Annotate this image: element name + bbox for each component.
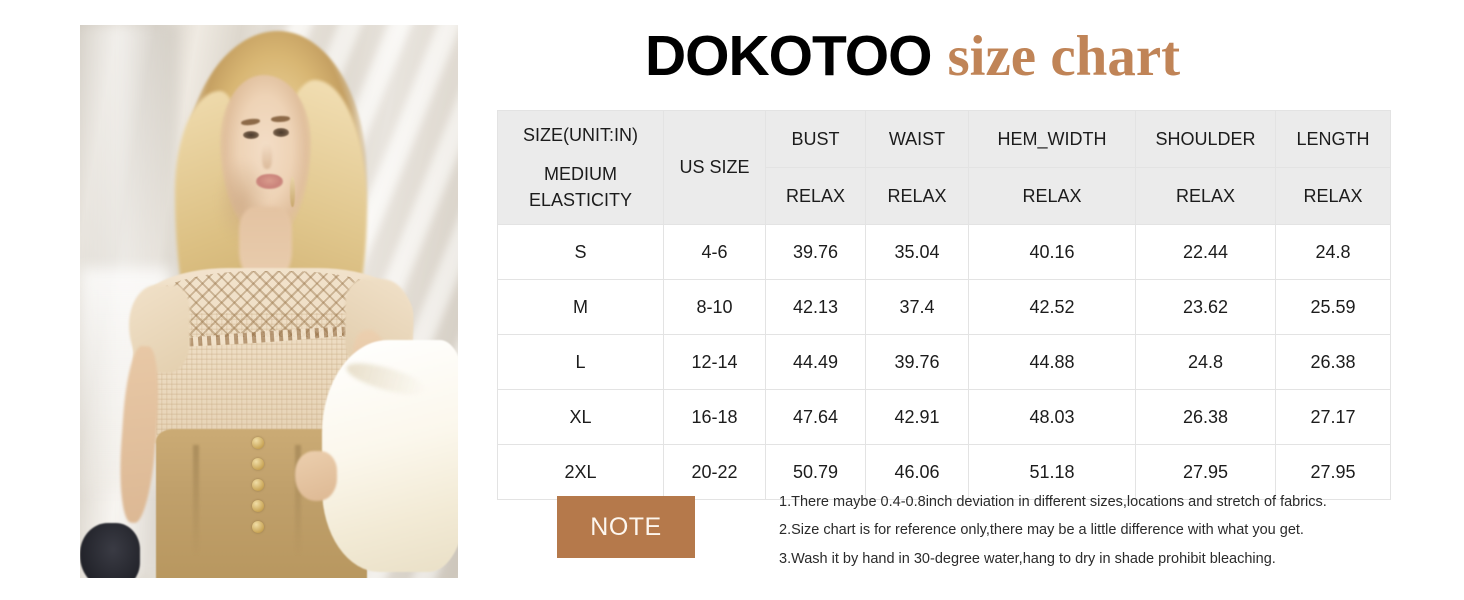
cell-waist: 35.04 <box>865 224 969 280</box>
trouser-pleat-left <box>193 445 199 556</box>
cell-waist: 39.76 <box>865 334 969 390</box>
model-eye-right <box>272 128 289 137</box>
note-line-3: 3.Wash it by hand in 30-degree water,han… <box>779 550 1276 567</box>
cell-us-size: 16-18 <box>663 389 766 445</box>
header-cell-shoulder: SHOULDER <box>1135 110 1276 168</box>
note-badge: NOTE <box>557 496 695 558</box>
table-header-row-sub: RELAX RELAX RELAX RELAX RELAX <box>498 167 1391 225</box>
subheader-cell-shoulder-relax: RELAX <box>1135 167 1276 225</box>
header-medium-label: MEDIUM <box>544 163 617 184</box>
size-chart-panel: DOKOTOO size chart SIZE(UNIT:IN) MEDIUM E… <box>497 0 1391 600</box>
model-nose <box>262 143 272 170</box>
cell-length: 26.38 <box>1275 334 1391 390</box>
model-lips <box>256 174 283 189</box>
model-hand <box>295 450 338 501</box>
note-line-1: 1.There maybe 0.4-0.8inch deviation in d… <box>779 494 1327 510</box>
cell-hem-width: 44.88 <box>968 334 1136 390</box>
table-row: 2XL 20-22 50.79 46.06 51.18 27.95 27.95 <box>497 444 1391 500</box>
trouser-pleat-right <box>295 445 301 556</box>
cell-us-size: 8-10 <box>663 279 766 335</box>
note-text-block: 1.There maybe 0.4-0.8inch deviation in d… <box>779 488 1439 573</box>
size-chart-table: SIZE(UNIT:IN) MEDIUM ELASTICITY US SIZE … <box>497 110 1391 500</box>
cell-hem-width: 51.18 <box>968 444 1136 500</box>
cell-shoulder: 27.95 <box>1135 444 1276 500</box>
header-cell-waist: WAIST <box>865 110 969 168</box>
cell-size: S <box>497 224 664 280</box>
table-header-row-top: SIZE(UNIT:IN) MEDIUM ELASTICITY US SIZE … <box>497 110 1391 225</box>
table-row: S 4-6 39.76 35.04 40.16 22.44 24.8 <box>497 224 1391 280</box>
trouser-button <box>251 521 264 534</box>
cell-length: 24.8 <box>1275 224 1391 280</box>
brand-name: DOKOTOO <box>645 24 932 88</box>
cell-bust: 39.76 <box>765 224 866 280</box>
cell-size: M <box>497 279 664 335</box>
cell-bust: 47.64 <box>765 389 866 445</box>
cell-shoulder: 26.38 <box>1135 389 1276 445</box>
header-cell-hem-width: HEM_WIDTH <box>968 110 1136 168</box>
table-row: M 8-10 42.13 37.4 42.52 23.62 25.59 <box>497 279 1391 335</box>
model-earring <box>289 177 295 208</box>
model-eyebrow-right <box>270 115 290 122</box>
header-elasticity-label: ELASTICITY <box>528 190 633 211</box>
note-line-2: 2.Size chart is for reference only,there… <box>779 522 1304 539</box>
model-eye-left <box>243 131 260 140</box>
subheader-cell-length-relax: RELAX <box>1275 167 1391 225</box>
cell-us-size: 12-14 <box>663 334 766 390</box>
cell-shoulder: 23.62 <box>1135 279 1276 335</box>
cell-size: 2XL <box>497 444 664 500</box>
cell-shoulder: 24.8 <box>1135 334 1276 390</box>
table-row: XL 16-18 47.64 42.91 48.03 26.38 27.17 <box>497 389 1391 445</box>
cell-hem-width: 48.03 <box>968 389 1136 445</box>
cell-bust: 50.79 <box>765 444 866 500</box>
cell-size: XL <box>497 389 664 445</box>
header-cell-size: SIZE(UNIT:IN) MEDIUM ELASTICITY <box>497 110 664 225</box>
page-title: DOKOTOO size chart <box>645 25 1181 88</box>
cell-length: 27.95 <box>1275 444 1391 500</box>
cell-length: 25.59 <box>1275 279 1391 335</box>
cell-length: 27.17 <box>1275 389 1391 445</box>
chart-subtitle: size chart <box>947 25 1181 88</box>
cell-us-size: 20-22 <box>663 444 766 500</box>
table-body: S 4-6 39.76 35.04 40.16 22.44 24.8 M 8-1… <box>497 224 1391 500</box>
table-row: L 12-14 44.49 39.76 44.88 24.8 26.38 <box>497 334 1391 390</box>
header-cell-bust: BUST <box>765 110 866 168</box>
cell-hem-width: 42.52 <box>968 279 1136 335</box>
header-cell-length: LENGTH <box>1275 110 1391 168</box>
cell-shoulder: 22.44 <box>1135 224 1276 280</box>
cell-waist: 46.06 <box>865 444 969 500</box>
trouser-button <box>251 457 264 470</box>
subheader-cell-bust-relax: RELAX <box>765 167 866 225</box>
trouser-button <box>251 436 264 449</box>
trouser-button <box>251 500 264 513</box>
cell-waist: 37.4 <box>865 279 969 335</box>
cell-hem-width: 40.16 <box>968 224 1136 280</box>
cell-bust: 42.13 <box>765 279 866 335</box>
header-cell-us-size: US SIZE <box>663 110 766 225</box>
accessory-handbag <box>80 522 141 578</box>
header-size-unit-label: SIZE(UNIT:IN) <box>523 124 638 145</box>
cell-us-size: 4-6 <box>663 224 766 280</box>
trouser-button <box>251 479 264 491</box>
table-header: SIZE(UNIT:IN) MEDIUM ELASTICITY US SIZE … <box>497 110 1391 225</box>
cell-bust: 44.49 <box>765 334 866 390</box>
product-photo <box>80 25 458 578</box>
cell-waist: 42.91 <box>865 389 969 445</box>
subheader-cell-hem-relax: RELAX <box>968 167 1136 225</box>
cell-size: L <box>497 334 664 390</box>
subheader-cell-waist-relax: RELAX <box>865 167 969 225</box>
